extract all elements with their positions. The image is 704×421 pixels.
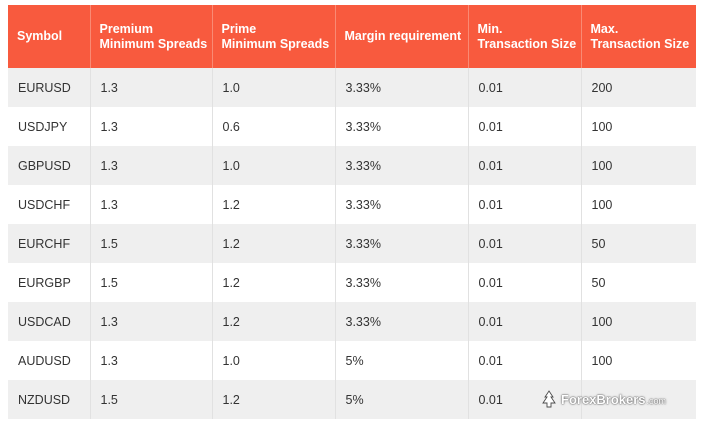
cell-premium-spread: 1.5 — [90, 380, 213, 419]
cell-prime-spread: 0.6 — [212, 107, 336, 146]
cell-prime-spread: 1.0 — [212, 146, 336, 185]
forexbrokers-logo-icon — [540, 390, 558, 408]
table-row: AUDUSD 1.3 1.0 5% 0.01 100 — [8, 341, 696, 380]
cell-min-size: 0.01 — [468, 146, 582, 185]
spreads-table: Symbol Premium Minimum Spreads Prime Min… — [8, 5, 696, 419]
cell-symbol: EURGBP — [8, 263, 91, 302]
cell-min-size: 0.01 — [468, 263, 582, 302]
cell-max-size: 100 — [591, 197, 613, 212]
cell-symbol: USDCAD — [8, 302, 91, 341]
header-max-transaction-size: Max. Transaction Size — [590, 21, 690, 51]
header-prime-min-spreads: Prime Minimum Spreads — [212, 5, 336, 68]
cell-max-size: 100 — [591, 119, 613, 134]
spreads-table-container: Symbol Premium Minimum Spreads Prime Min… — [8, 5, 696, 419]
watermark-brand: ForexBrokers — [561, 391, 646, 407]
cell-symbol: NZDUSD — [8, 380, 91, 419]
cell-premium-spread: 1.3 — [90, 341, 213, 380]
cell-margin: 5% — [335, 380, 469, 419]
table-row: EURCHF 1.5 1.2 3.33% 0.01 50 — [8, 224, 696, 263]
cell-max-size: 100 — [591, 353, 613, 368]
header-symbol: Symbol — [8, 5, 91, 68]
cell-symbol: USDJPY — [8, 107, 91, 146]
cell-min-size: 0.01 — [468, 380, 582, 419]
table-row: EURUSD 1.3 1.0 3.33% 0.01 200 — [8, 68, 696, 107]
header-premium-min-spreads: Premium Minimum Spreads — [90, 5, 213, 68]
cell-margin: 3.33% — [335, 302, 469, 341]
cell-min-size: 0.01 — [468, 68, 582, 107]
cell-symbol: AUDUSD — [8, 341, 91, 380]
cell-margin: 5% — [335, 341, 469, 380]
table-row: EURGBP 1.5 1.2 3.33% 0.01 50 — [8, 263, 696, 302]
cell-margin: 3.33% — [335, 68, 469, 107]
cell-premium-spread: 1.3 — [90, 185, 213, 224]
cell-premium-spread: 1.3 — [90, 68, 213, 107]
table-row: GBPUSD 1.3 1.0 3.33% 0.01 100 — [8, 146, 696, 185]
cell-max-size: 50 — [591, 275, 606, 290]
cell-margin: 3.33% — [335, 263, 469, 302]
cell-prime-spread: 1.0 — [212, 341, 336, 380]
cell-max-size: 200 — [591, 80, 613, 95]
table-row: NZDUSD 1.5 1.2 5% 0.01 — [8, 380, 696, 419]
cell-max-size: 50 — [591, 236, 606, 251]
cell-symbol: GBPUSD — [8, 146, 91, 185]
table-row: USDCAD 1.3 1.2 3.33% 0.01 100 — [8, 302, 696, 341]
cell-margin: 3.33% — [335, 146, 469, 185]
cell-premium-spread: 1.3 — [90, 146, 213, 185]
cell-prime-spread: 1.2 — [212, 302, 336, 341]
cell-margin: 3.33% — [335, 107, 469, 146]
cell-symbol: EURCHF — [8, 224, 91, 263]
cell-min-size: 0.01 — [468, 107, 582, 146]
cell-prime-spread: 1.2 — [212, 224, 336, 263]
table-header-row: Symbol Premium Minimum Spreads Prime Min… — [8, 5, 696, 68]
cell-margin: 3.33% — [335, 224, 469, 263]
cell-prime-spread: 1.2 — [212, 263, 336, 302]
cell-min-size: 0.01 — [468, 341, 582, 380]
cell-min-size: 0.01 — [468, 224, 582, 263]
cell-min-size: 0.01 — [468, 302, 582, 341]
cell-symbol: USDCHF — [8, 185, 91, 224]
cell-margin: 3.33% — [335, 185, 469, 224]
table-row: USDJPY 1.3 0.6 3.33% 0.01 100 — [8, 107, 696, 146]
cell-premium-spread: 1.3 — [90, 302, 213, 341]
cell-premium-spread: 1.3 — [90, 107, 213, 146]
cell-premium-spread: 1.5 — [90, 263, 213, 302]
cell-max-size: 100 — [591, 158, 613, 173]
cell-symbol: EURUSD — [8, 68, 91, 107]
cell-min-size: 0.01 — [468, 185, 582, 224]
cell-premium-spread: 1.5 — [90, 224, 213, 263]
watermark-suffix: .com — [646, 396, 667, 406]
cell-max-size: 100 — [591, 314, 613, 329]
header-min-transaction-size: Min. Transaction Size — [468, 5, 582, 68]
header-margin-requirement: Margin requirement — [335, 5, 469, 68]
table-row: USDCHF 1.3 1.2 3.33% 0.01 100 — [8, 185, 696, 224]
forexbrokers-watermark: ForexBrokers .com — [540, 389, 666, 409]
cell-prime-spread: 1.2 — [212, 380, 336, 419]
cell-prime-spread: 1.2 — [212, 185, 336, 224]
cell-prime-spread: 1.0 — [212, 68, 336, 107]
